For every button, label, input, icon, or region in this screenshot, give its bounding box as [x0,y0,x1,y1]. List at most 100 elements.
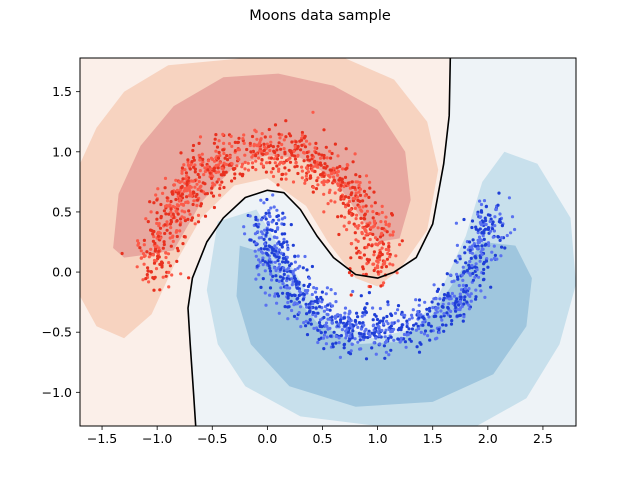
data-point [313,146,317,150]
data-point [164,255,168,260]
data-point [423,300,427,304]
data-point [370,204,374,208]
data-point [154,248,158,252]
data-point [254,168,258,172]
data-point [322,128,326,132]
data-point [415,345,419,349]
data-point [304,174,308,178]
data-point [277,240,281,244]
data-point [257,156,261,160]
data-point [269,140,273,144]
data-point [167,212,171,216]
data-point [263,135,267,139]
x-tick-label: 0.0 [257,431,277,446]
data-point [270,278,274,282]
data-point [356,226,360,230]
data-point [453,301,457,305]
data-point [432,283,436,287]
data-point [240,174,244,178]
data-point [311,310,315,315]
data-point [268,257,272,261]
data-point [380,265,384,269]
data-point [264,170,268,174]
data-point [177,191,181,195]
data-point [350,326,355,330]
data-point [312,286,316,290]
data-point [305,305,309,309]
data-point [209,176,214,180]
data-point [335,320,339,324]
data-point [278,267,283,272]
data-point [293,165,297,169]
data-point [442,312,446,316]
data-point [366,223,370,227]
data-point [159,216,163,220]
data-point [286,305,290,309]
data-point [210,191,214,195]
data-point [257,248,261,252]
data-point [353,337,357,341]
data-point [361,267,365,271]
data-point [240,165,244,169]
data-point [370,346,374,350]
data-point [321,336,326,340]
data-point [250,155,254,159]
data-point [403,313,407,317]
data-point [480,210,484,214]
data-point [264,211,268,215]
data-point [259,285,263,289]
data-point [387,245,391,249]
data-point [190,216,195,220]
data-point [254,222,258,227]
data-point [286,317,290,321]
data-point [342,342,347,346]
data-point [299,138,304,142]
data-point [174,197,178,202]
data-point [174,178,178,182]
data-point [510,215,515,219]
data-point [482,199,487,203]
data-point [380,204,384,208]
data-point [394,254,398,258]
data-point [499,254,503,258]
data-point [217,139,221,143]
data-point [387,353,391,357]
data-point [275,227,280,231]
data-point [268,148,272,153]
data-point [433,337,438,341]
data-point [354,180,358,184]
data-point [271,193,275,197]
data-point [358,251,362,255]
data-point [361,321,365,325]
data-point [189,194,193,198]
data-point [375,317,380,322]
data-point [334,334,338,339]
data-point [254,154,258,158]
data-point [384,350,388,354]
data-point [165,199,170,203]
data-point [250,161,255,165]
data-point [495,257,499,261]
data-point [292,149,296,153]
data-point [282,272,286,276]
data-point [305,291,309,295]
data-point [483,295,487,299]
data-point [258,260,262,264]
data-point [277,256,281,260]
data-point [343,182,347,186]
data-point [271,274,275,278]
data-point [343,175,348,179]
data-point [283,166,287,170]
data-point [456,277,460,281]
data-point [478,220,482,225]
data-point [423,329,428,333]
data-point [277,248,281,252]
data-point [350,180,354,184]
data-point [305,150,309,155]
data-point [339,194,343,199]
data-point [341,180,345,184]
data-point [322,333,327,337]
data-point [318,156,323,160]
data-point [335,166,339,170]
data-point [462,302,466,306]
